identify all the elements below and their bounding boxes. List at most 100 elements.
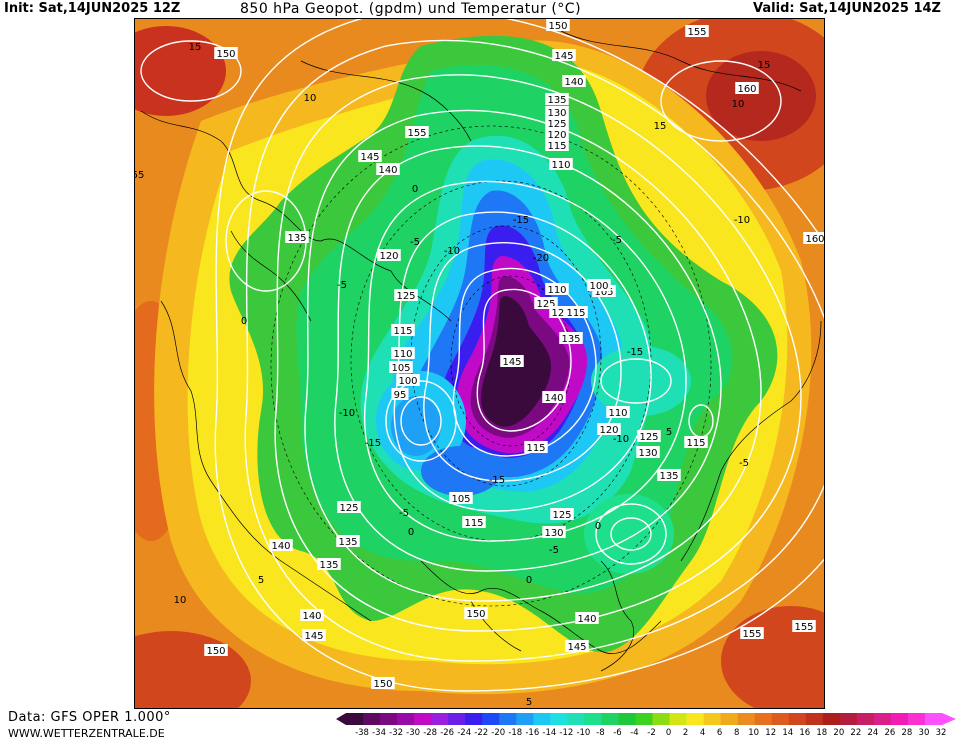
colorbar-swatch: [584, 713, 602, 725]
data-source: Data: GFS OPER 1.000°: [8, 710, 171, 725]
colorbar-label: -20: [491, 728, 506, 738]
temperature-colorbar: -38 -34 -32 -30 -28 -26 -24 -22 -20 -18 -16 -14 -12-…: [336, 712, 957, 740]
colorbar-label: -4: [630, 728, 639, 738]
temperature-label: 5: [526, 697, 532, 708]
colorbar-swatch: [669, 713, 688, 725]
temperature-label: -15: [627, 347, 643, 358]
colorbar-label: -6: [613, 728, 622, 738]
geopotential-label: 150: [214, 47, 238, 60]
temperature-label: 0: [408, 527, 414, 538]
svg-text:135: 135: [547, 95, 566, 106]
geopotential-label: 145: [302, 629, 326, 642]
coastlines: [140, 30, 822, 672]
geopotential-label: 150: [464, 607, 488, 620]
colorbar-label: -10: [576, 728, 591, 738]
colorbar-label: 12: [765, 728, 777, 738]
colorbar-swatch: [686, 713, 705, 725]
temperature-label: -5: [612, 235, 622, 246]
colorbar-swatch: [737, 713, 756, 725]
colorbar-labels: -38 -34 -32 -30 -28 -26 -24 -22 -20 -18 -16 -14 -12-…: [336, 728, 957, 740]
svg-text:160: 160: [737, 84, 756, 95]
svg-text:150: 150: [216, 49, 235, 60]
svg-text:120: 120: [379, 251, 398, 262]
temperature-label: 15: [189, 42, 202, 53]
temperature-label: 10: [732, 99, 745, 110]
map-title: 850 hPa Geopot. (gpdm) und Temperatur (°…: [240, 1, 582, 17]
colorbar-swatch: [635, 713, 654, 725]
colorbar-swatch: [380, 713, 398, 725]
geopotential-labels: 1501501551451401601351301251201151101551…: [204, 19, 824, 690]
svg-text:155: 155: [687, 27, 706, 38]
geopotential-label: 95: [391, 388, 409, 401]
geopotential-label: 150: [204, 644, 228, 657]
svg-text:110: 110: [551, 160, 570, 171]
colorbar-swatch: [397, 713, 415, 725]
temperature-label: 15: [654, 121, 667, 132]
geopotential-label: 140: [542, 391, 566, 404]
svg-text:140: 140: [564, 77, 583, 88]
svg-text:155: 155: [742, 629, 761, 640]
geopotential-label: 125: [337, 501, 361, 514]
geopotential-label: 155: [740, 627, 764, 640]
temperature-label: -15: [365, 438, 381, 449]
temperature-label: 5: [666, 427, 672, 438]
colorbar-swatch: [567, 713, 585, 725]
svg-text:145: 145: [554, 51, 573, 62]
colorbar-swatch: [601, 713, 619, 725]
geopotential-label: 125: [550, 508, 574, 521]
colorbar-label: -24: [457, 728, 472, 738]
svg-text:125: 125: [339, 503, 358, 514]
colorbar-label: -32: [389, 728, 404, 738]
colorbar-swatch: [499, 713, 517, 725]
colorbar-swatch: [618, 713, 636, 725]
geopotential-label: 135: [317, 558, 341, 571]
temperature-label: -20: [533, 253, 549, 264]
geopotential-label: 110: [606, 406, 630, 419]
colorbar-swatch: [720, 713, 739, 725]
svg-text:160: 160: [805, 234, 824, 245]
geopotential-label: 115: [524, 441, 548, 454]
colorbar-swatch: [414, 713, 432, 725]
geopotential-label: 105: [449, 492, 473, 505]
colorbar-label: -14: [542, 728, 557, 738]
svg-text:115: 115: [686, 438, 705, 449]
colorbar-swatch: [516, 713, 534, 725]
colorbar-label: 24: [867, 728, 879, 738]
svg-text:140: 140: [378, 165, 397, 176]
geopotential-label: 140: [376, 163, 400, 176]
svg-text:115: 115: [464, 518, 483, 529]
colorbar-label: -38: [355, 728, 369, 738]
geopotential-label: 130: [636, 446, 660, 459]
colorbar-swatch: [703, 713, 722, 725]
colorbar-swatch: [363, 713, 381, 725]
colorbar-swatch: [652, 713, 671, 725]
geopotential-label: 140: [575, 612, 599, 625]
geopotential-label: 135: [657, 469, 681, 482]
colorbar-swatch: [550, 713, 568, 725]
geopotential-label: 115: [391, 324, 415, 337]
svg-text:100: 100: [398, 376, 417, 387]
temperature-label: -10: [734, 215, 750, 226]
colorbar-label: 20: [833, 728, 845, 738]
svg-text:130: 130: [547, 108, 566, 119]
temperature-label: 55: [135, 170, 144, 181]
svg-text:145: 145: [360, 152, 379, 163]
svg-text:120: 120: [599, 425, 618, 436]
temperature-label: 0: [526, 575, 532, 586]
svg-text:105: 105: [594, 287, 613, 298]
svg-text:150: 150: [466, 609, 485, 620]
geopotential-label: 155: [685, 25, 709, 38]
temperature-label: 5: [258, 575, 264, 586]
geopotential-label: 120: [597, 423, 621, 436]
geopotential-label: 125: [637, 430, 661, 443]
colorbar-label: 28: [901, 728, 913, 738]
svg-text:150: 150: [206, 646, 225, 657]
colorbar-label: 32: [935, 728, 947, 738]
svg-text:110: 110: [608, 408, 627, 419]
geopotential-label: 115: [545, 139, 569, 152]
svg-text:145: 145: [567, 642, 586, 653]
colorbar-label: -26: [440, 728, 455, 738]
colorbar-label: 4: [699, 728, 706, 738]
colorbar-label: 16: [799, 728, 811, 738]
colorbar-swatches: [336, 713, 956, 725]
